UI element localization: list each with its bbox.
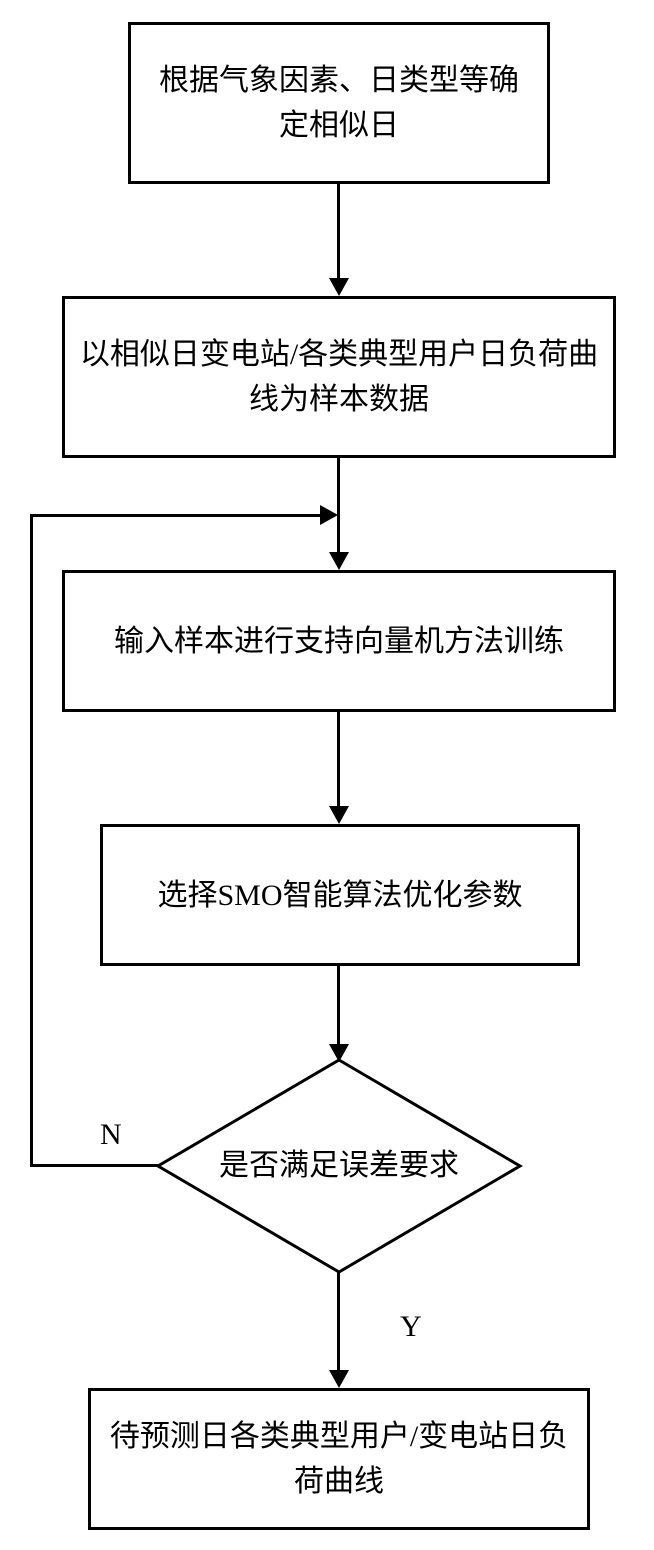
node-error-check: 是否满足误差要求 (158, 1060, 520, 1272)
arrowhead-n5-n6 (329, 1370, 349, 1388)
node-text: 输入样本进行支持向量机方法训练 (114, 619, 564, 664)
label-yes: Y (400, 1310, 422, 1344)
node-text: 根据气象因素、日类型等确定相似日 (145, 58, 533, 148)
arrowhead-n2-n3 (329, 552, 349, 570)
node-sample-data: 以相似日变电站/各类典型用户日负荷曲线为样本数据 (62, 296, 616, 458)
node-text: 待预测日各类典型用户/变电站日负荷曲线 (105, 1414, 573, 1504)
node-text: 选择SMO智能算法优化参数 (157, 873, 522, 918)
edge-n1-n2 (337, 184, 340, 278)
node-similar-day: 根据气象因素、日类型等确定相似日 (128, 22, 550, 184)
edge-n3-n4 (337, 712, 340, 806)
edge-n5-n6 (337, 1272, 340, 1370)
node-output-curve: 待预测日各类典型用户/变电站日负荷曲线 (88, 1388, 590, 1530)
node-svm-training: 输入样本进行支持向量机方法训练 (62, 570, 616, 712)
flowchart-canvas: 根据气象因素、日类型等确定相似日 以相似日变电站/各类典型用户日负荷曲线为样本数… (0, 0, 654, 1550)
arrowhead-n5-n3 (320, 505, 338, 525)
edge-n4-n5 (337, 966, 340, 1044)
arrowhead-n1-n2 (329, 278, 349, 296)
label-no: N (100, 1118, 122, 1152)
edge-n5-n3-v (30, 514, 33, 1167)
arrowhead-n3-n4 (329, 806, 349, 824)
node-smo-optimize: 选择SMO智能算法优化参数 (100, 824, 580, 966)
edge-n5-n3-h1 (30, 1164, 158, 1167)
node-text: 以相似日变电站/各类典型用户日负荷曲线为样本数据 (79, 332, 599, 422)
edge-n5-n3-h2 (30, 514, 322, 517)
